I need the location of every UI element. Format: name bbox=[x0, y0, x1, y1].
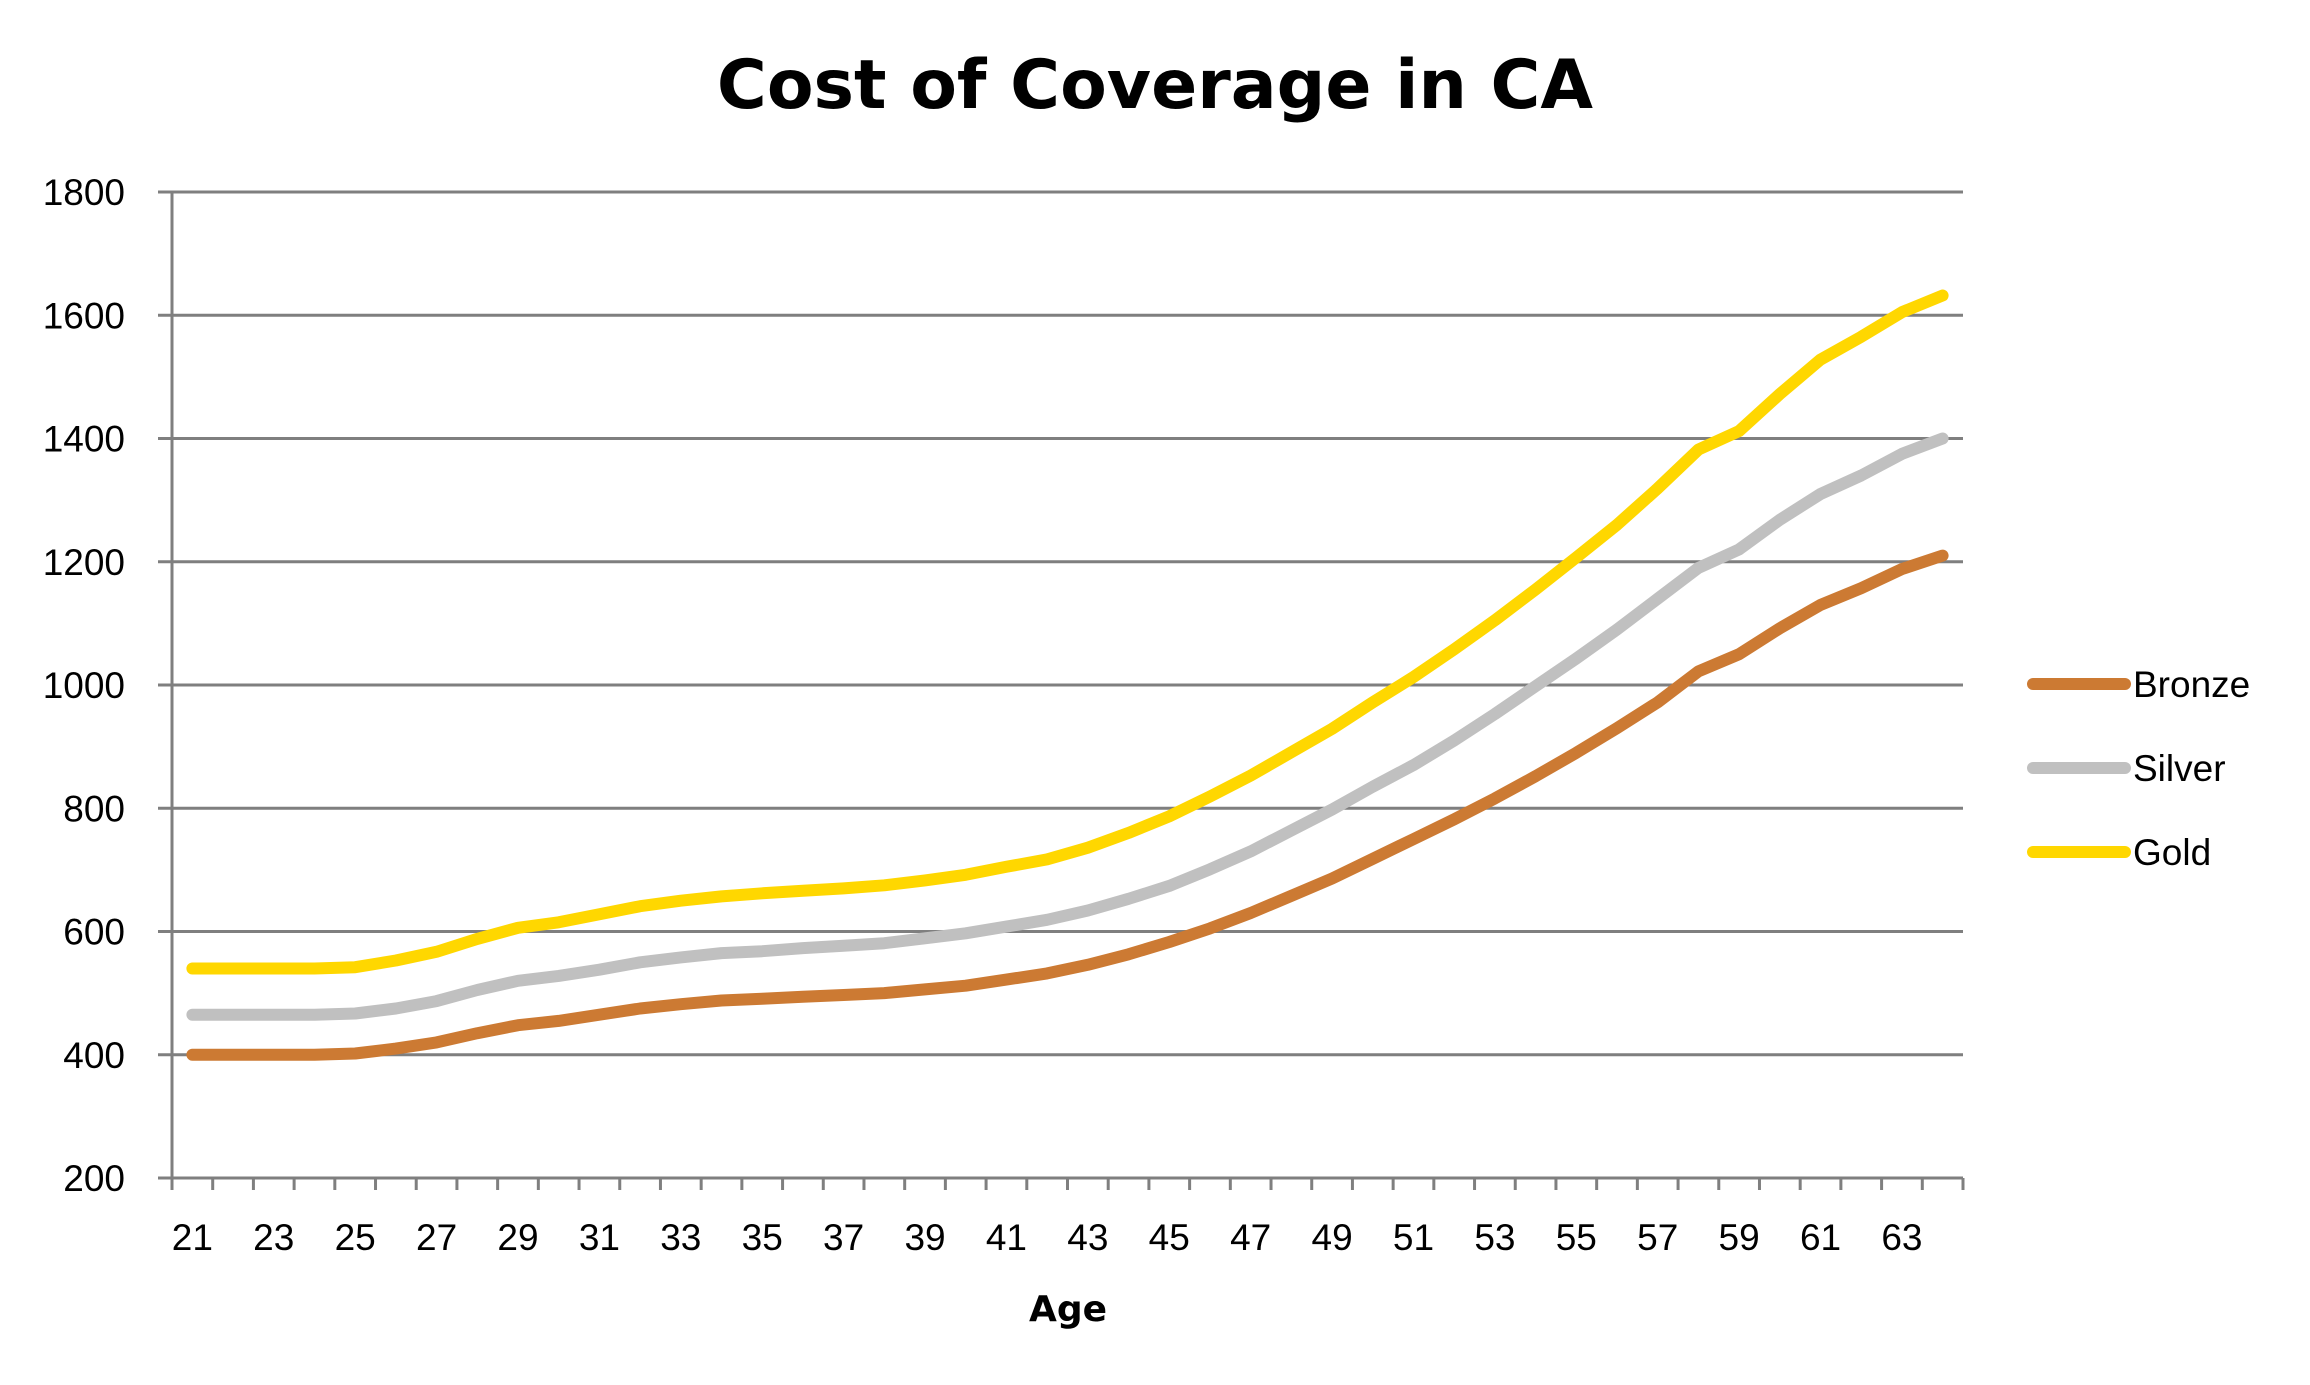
x-tick-label: 25 bbox=[335, 1217, 376, 1258]
series-line-gold bbox=[186, 289, 1949, 975]
x-tick-label: 39 bbox=[904, 1217, 945, 1258]
x-tick-label: 55 bbox=[1556, 1217, 1597, 1258]
x-tick-label: 41 bbox=[986, 1217, 1027, 1258]
y-tick-label: 1400 bbox=[43, 419, 125, 460]
x-tick-label: 29 bbox=[497, 1217, 538, 1258]
y-tick-label: 1600 bbox=[43, 295, 125, 336]
x-tick-label: 21 bbox=[172, 1217, 213, 1258]
x-tick-label: 27 bbox=[416, 1217, 457, 1258]
y-tick-label: 800 bbox=[63, 788, 125, 829]
y-tick-label: 200 bbox=[63, 1158, 125, 1199]
x-axis-title: Age bbox=[1029, 1289, 1107, 1330]
series-line-silver bbox=[186, 432, 1949, 1021]
legend-label-gold: Gold bbox=[2133, 832, 2211, 873]
series-line-bronze bbox=[186, 549, 1949, 1061]
x-tick-label: 59 bbox=[1719, 1217, 1760, 1258]
x-tick-label: 37 bbox=[823, 1217, 864, 1258]
x-tick-label: 31 bbox=[579, 1217, 620, 1258]
series-lines bbox=[186, 289, 1949, 1061]
legend-label-silver: Silver bbox=[2133, 748, 2226, 789]
legend: Bronze Silver Gold bbox=[2027, 664, 2250, 873]
y-tick-label: 600 bbox=[63, 912, 125, 953]
x-axis-tick-labels: 21 23 25 27 29 31 33 35 37 39 41 43 45 47 49 51 53 55 57 59… bbox=[172, 1217, 1923, 1258]
x-tick-label: 23 bbox=[253, 1217, 294, 1258]
y-tick-label: 1800 bbox=[43, 172, 125, 213]
y-tick-label: 400 bbox=[63, 1035, 125, 1076]
x-tick-label: 33 bbox=[660, 1217, 701, 1258]
x-tick-label: 43 bbox=[1067, 1217, 1108, 1258]
gridlines bbox=[172, 190, 1963, 1057]
x-tick-label: 57 bbox=[1637, 1217, 1678, 1258]
chart-title: Cost of Coverage in CA bbox=[717, 46, 1594, 125]
x-tick-label: 47 bbox=[1230, 1217, 1271, 1258]
x-tick-label: 51 bbox=[1393, 1217, 1434, 1258]
legend-label-bronze: Bronze bbox=[2133, 664, 2250, 705]
axes bbox=[158, 190, 1965, 1190]
x-tick-label: 61 bbox=[1800, 1217, 1841, 1258]
x-tick-label: 63 bbox=[1881, 1217, 1922, 1258]
x-tick-label: 49 bbox=[1312, 1217, 1353, 1258]
x-tick-label: 35 bbox=[742, 1217, 783, 1258]
x-tick-label: 53 bbox=[1474, 1217, 1515, 1258]
y-tick-label: 1000 bbox=[43, 665, 125, 706]
y-tick-label: 1200 bbox=[43, 542, 125, 583]
x-tick-label: 45 bbox=[1149, 1217, 1190, 1258]
y-axis-tick-labels: 200 400 600 800 1000 1200 1400 1600 1800 bbox=[43, 172, 125, 1199]
